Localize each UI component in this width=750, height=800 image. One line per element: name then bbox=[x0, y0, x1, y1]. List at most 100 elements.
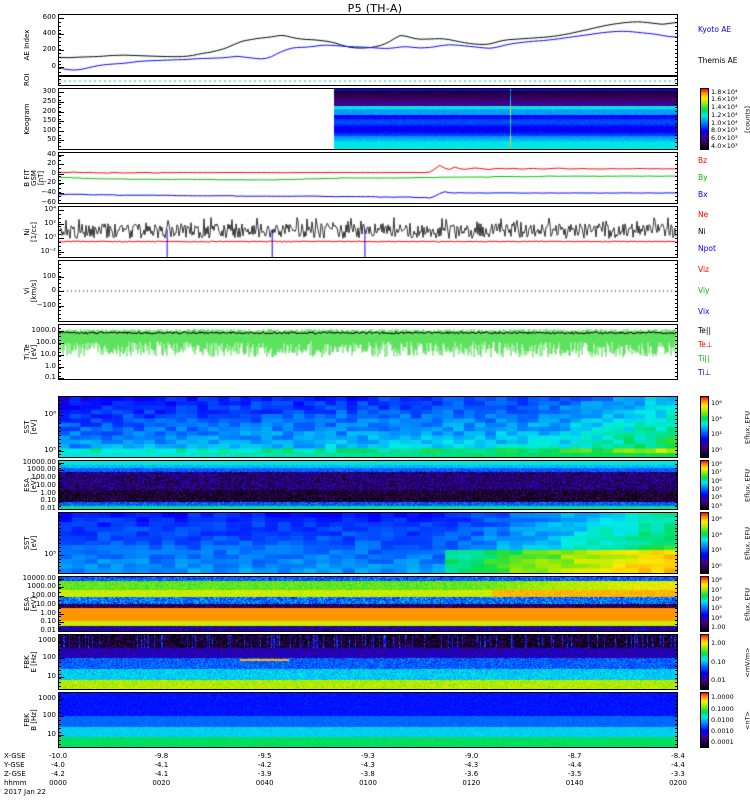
tick-mark bbox=[58, 378, 64, 380]
y-tick-sst_i: 10⁵ bbox=[44, 550, 56, 559]
minor-tick bbox=[675, 222, 678, 223]
minor-tick bbox=[675, 543, 678, 544]
minor-tick bbox=[675, 539, 678, 541]
minor-tick bbox=[675, 99, 678, 101]
tick-mark bbox=[58, 470, 64, 472]
tick-mark bbox=[58, 509, 64, 510]
minor-tick bbox=[675, 674, 678, 675]
minor-tick bbox=[58, 306, 61, 308]
panel-keogram bbox=[58, 88, 678, 150]
minor-tick bbox=[675, 376, 678, 377]
minor-tick bbox=[675, 450, 678, 452]
minor-tick bbox=[675, 696, 678, 697]
colorbar-tick-fbk_b: 1.0000 bbox=[711, 693, 734, 702]
colorbar-tick-esa_i: 10⁷ bbox=[711, 585, 722, 594]
minor-tick bbox=[675, 238, 678, 239]
minor-tick bbox=[58, 502, 61, 504]
tick-mark bbox=[58, 331, 64, 333]
minor-tick bbox=[58, 60, 61, 62]
minor-tick bbox=[58, 454, 61, 456]
tick-mark bbox=[58, 111, 64, 113]
y-tick-temp: 10.0 bbox=[40, 349, 56, 358]
minor-tick bbox=[58, 506, 61, 508]
colorbar-tick-fbk_b: 0.0010 bbox=[711, 726, 734, 735]
minor-tick bbox=[675, 584, 678, 585]
colorbar-tick-keogram: 1.0×10⁴ bbox=[711, 118, 738, 127]
y-tick-esa_e: 10000.00 bbox=[22, 457, 56, 466]
panel-esa_i bbox=[58, 576, 678, 632]
minor-tick bbox=[675, 134, 678, 136]
y-tick-bfit: 0 bbox=[51, 168, 56, 177]
minor-tick bbox=[58, 612, 61, 613]
minor-tick bbox=[675, 164, 678, 165]
minor-tick bbox=[675, 95, 678, 97]
minor-tick bbox=[675, 506, 678, 508]
colorbar-tick-keogram: 4.0×10³ bbox=[711, 141, 738, 150]
y-tick-esa_e: 0.10 bbox=[40, 496, 56, 505]
minor-tick bbox=[58, 670, 61, 671]
minor-tick bbox=[675, 483, 678, 485]
minor-tick bbox=[675, 250, 678, 251]
tick-mark bbox=[58, 305, 64, 307]
minor-tick bbox=[675, 210, 678, 211]
colorbar-tick-esa_e: 10⁵ bbox=[711, 484, 722, 493]
minor-tick bbox=[58, 411, 61, 413]
minor-tick bbox=[675, 642, 678, 643]
colorbar-tick-fbk_e: 0.10 bbox=[711, 657, 726, 666]
minor-tick bbox=[675, 662, 678, 663]
minor-tick bbox=[675, 267, 678, 269]
colorbar-tick-sst_i: 10⁶ bbox=[711, 515, 722, 524]
plot-area-ae bbox=[59, 15, 677, 75]
minor-tick bbox=[675, 467, 678, 469]
plot-area-esa_i bbox=[59, 577, 677, 631]
colorbar-tick-keogram: 8.0×10³ bbox=[711, 126, 738, 135]
minor-tick bbox=[58, 115, 61, 117]
minor-tick bbox=[58, 686, 61, 687]
minor-tick bbox=[58, 446, 61, 448]
y-tick-ae: 600 bbox=[42, 12, 56, 21]
minor-tick bbox=[58, 33, 61, 35]
panel-sst_e bbox=[58, 396, 678, 458]
minor-tick bbox=[58, 592, 61, 593]
date-label: 2017 Jan 22 bbox=[4, 788, 46, 796]
minor-tick bbox=[675, 138, 678, 140]
tick-mark bbox=[58, 676, 64, 678]
minor-tick bbox=[675, 736, 678, 737]
tick-mark bbox=[58, 414, 64, 416]
minor-tick bbox=[58, 287, 61, 289]
minor-tick bbox=[675, 122, 678, 124]
minor-tick bbox=[58, 142, 61, 144]
minor-tick bbox=[675, 554, 678, 556]
minor-tick bbox=[675, 33, 678, 35]
minor-tick bbox=[58, 546, 61, 548]
minor-tick bbox=[58, 138, 61, 140]
minor-tick bbox=[675, 600, 678, 601]
minor-tick bbox=[675, 415, 678, 417]
tick-mark bbox=[58, 33, 64, 35]
y-tick-esa_i: 0.01 bbox=[40, 625, 56, 634]
tick-mark bbox=[58, 555, 64, 557]
minor-tick bbox=[58, 628, 61, 629]
minor-tick bbox=[675, 119, 678, 120]
minor-tick bbox=[58, 267, 61, 269]
minor-tick bbox=[675, 41, 678, 43]
tick-mark bbox=[58, 734, 64, 736]
minor-tick bbox=[675, 310, 678, 312]
minor-tick bbox=[675, 535, 678, 537]
minor-tick bbox=[675, 91, 678, 93]
x-axis-row-label-hhmm: hhmm bbox=[4, 779, 27, 787]
x-tick-zgse-3: -3.8 bbox=[361, 770, 375, 778]
y-tick-esa_i: 10000.00 bbox=[22, 573, 56, 582]
minor-tick bbox=[58, 222, 61, 223]
y-tick-bfit: 20 bbox=[47, 159, 56, 168]
minor-tick bbox=[58, 704, 61, 705]
y-tick-esa_i: 1000.00 bbox=[27, 582, 56, 591]
minor-tick bbox=[675, 638, 678, 639]
minor-tick bbox=[58, 678, 61, 679]
plot-area-sst_i bbox=[59, 513, 677, 573]
y-tick-sst_e: 10⁵ bbox=[44, 445, 56, 454]
colorbar-tick-fbk_e: 0.01 bbox=[711, 676, 726, 685]
y-tick-esa_e: 0.01 bbox=[40, 504, 56, 512]
minor-tick bbox=[58, 642, 61, 643]
x-tick-zgse-6: -3.3 bbox=[671, 770, 685, 778]
